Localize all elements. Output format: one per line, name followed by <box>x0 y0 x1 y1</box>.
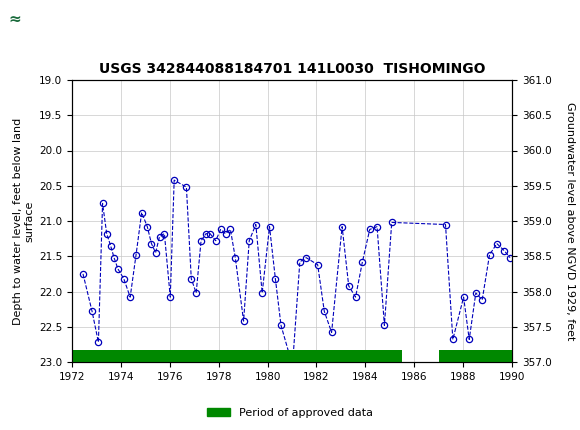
Y-axis label: Groundwater level above NGVD 1929, feet: Groundwater level above NGVD 1929, feet <box>566 102 575 340</box>
Legend: Period of approved data: Period of approved data <box>203 403 377 422</box>
Y-axis label: Depth to water level, feet below land
surface: Depth to water level, feet below land su… <box>13 117 35 325</box>
Text: ≈: ≈ <box>8 12 21 27</box>
Bar <box>438 350 512 362</box>
Bar <box>4 4 34 34</box>
Bar <box>72 350 402 362</box>
Title: USGS 342844088184701 141L0030  TISHOMINGO: USGS 342844088184701 141L0030 TISHOMINGO <box>99 62 485 76</box>
Text: USGS: USGS <box>38 10 89 28</box>
